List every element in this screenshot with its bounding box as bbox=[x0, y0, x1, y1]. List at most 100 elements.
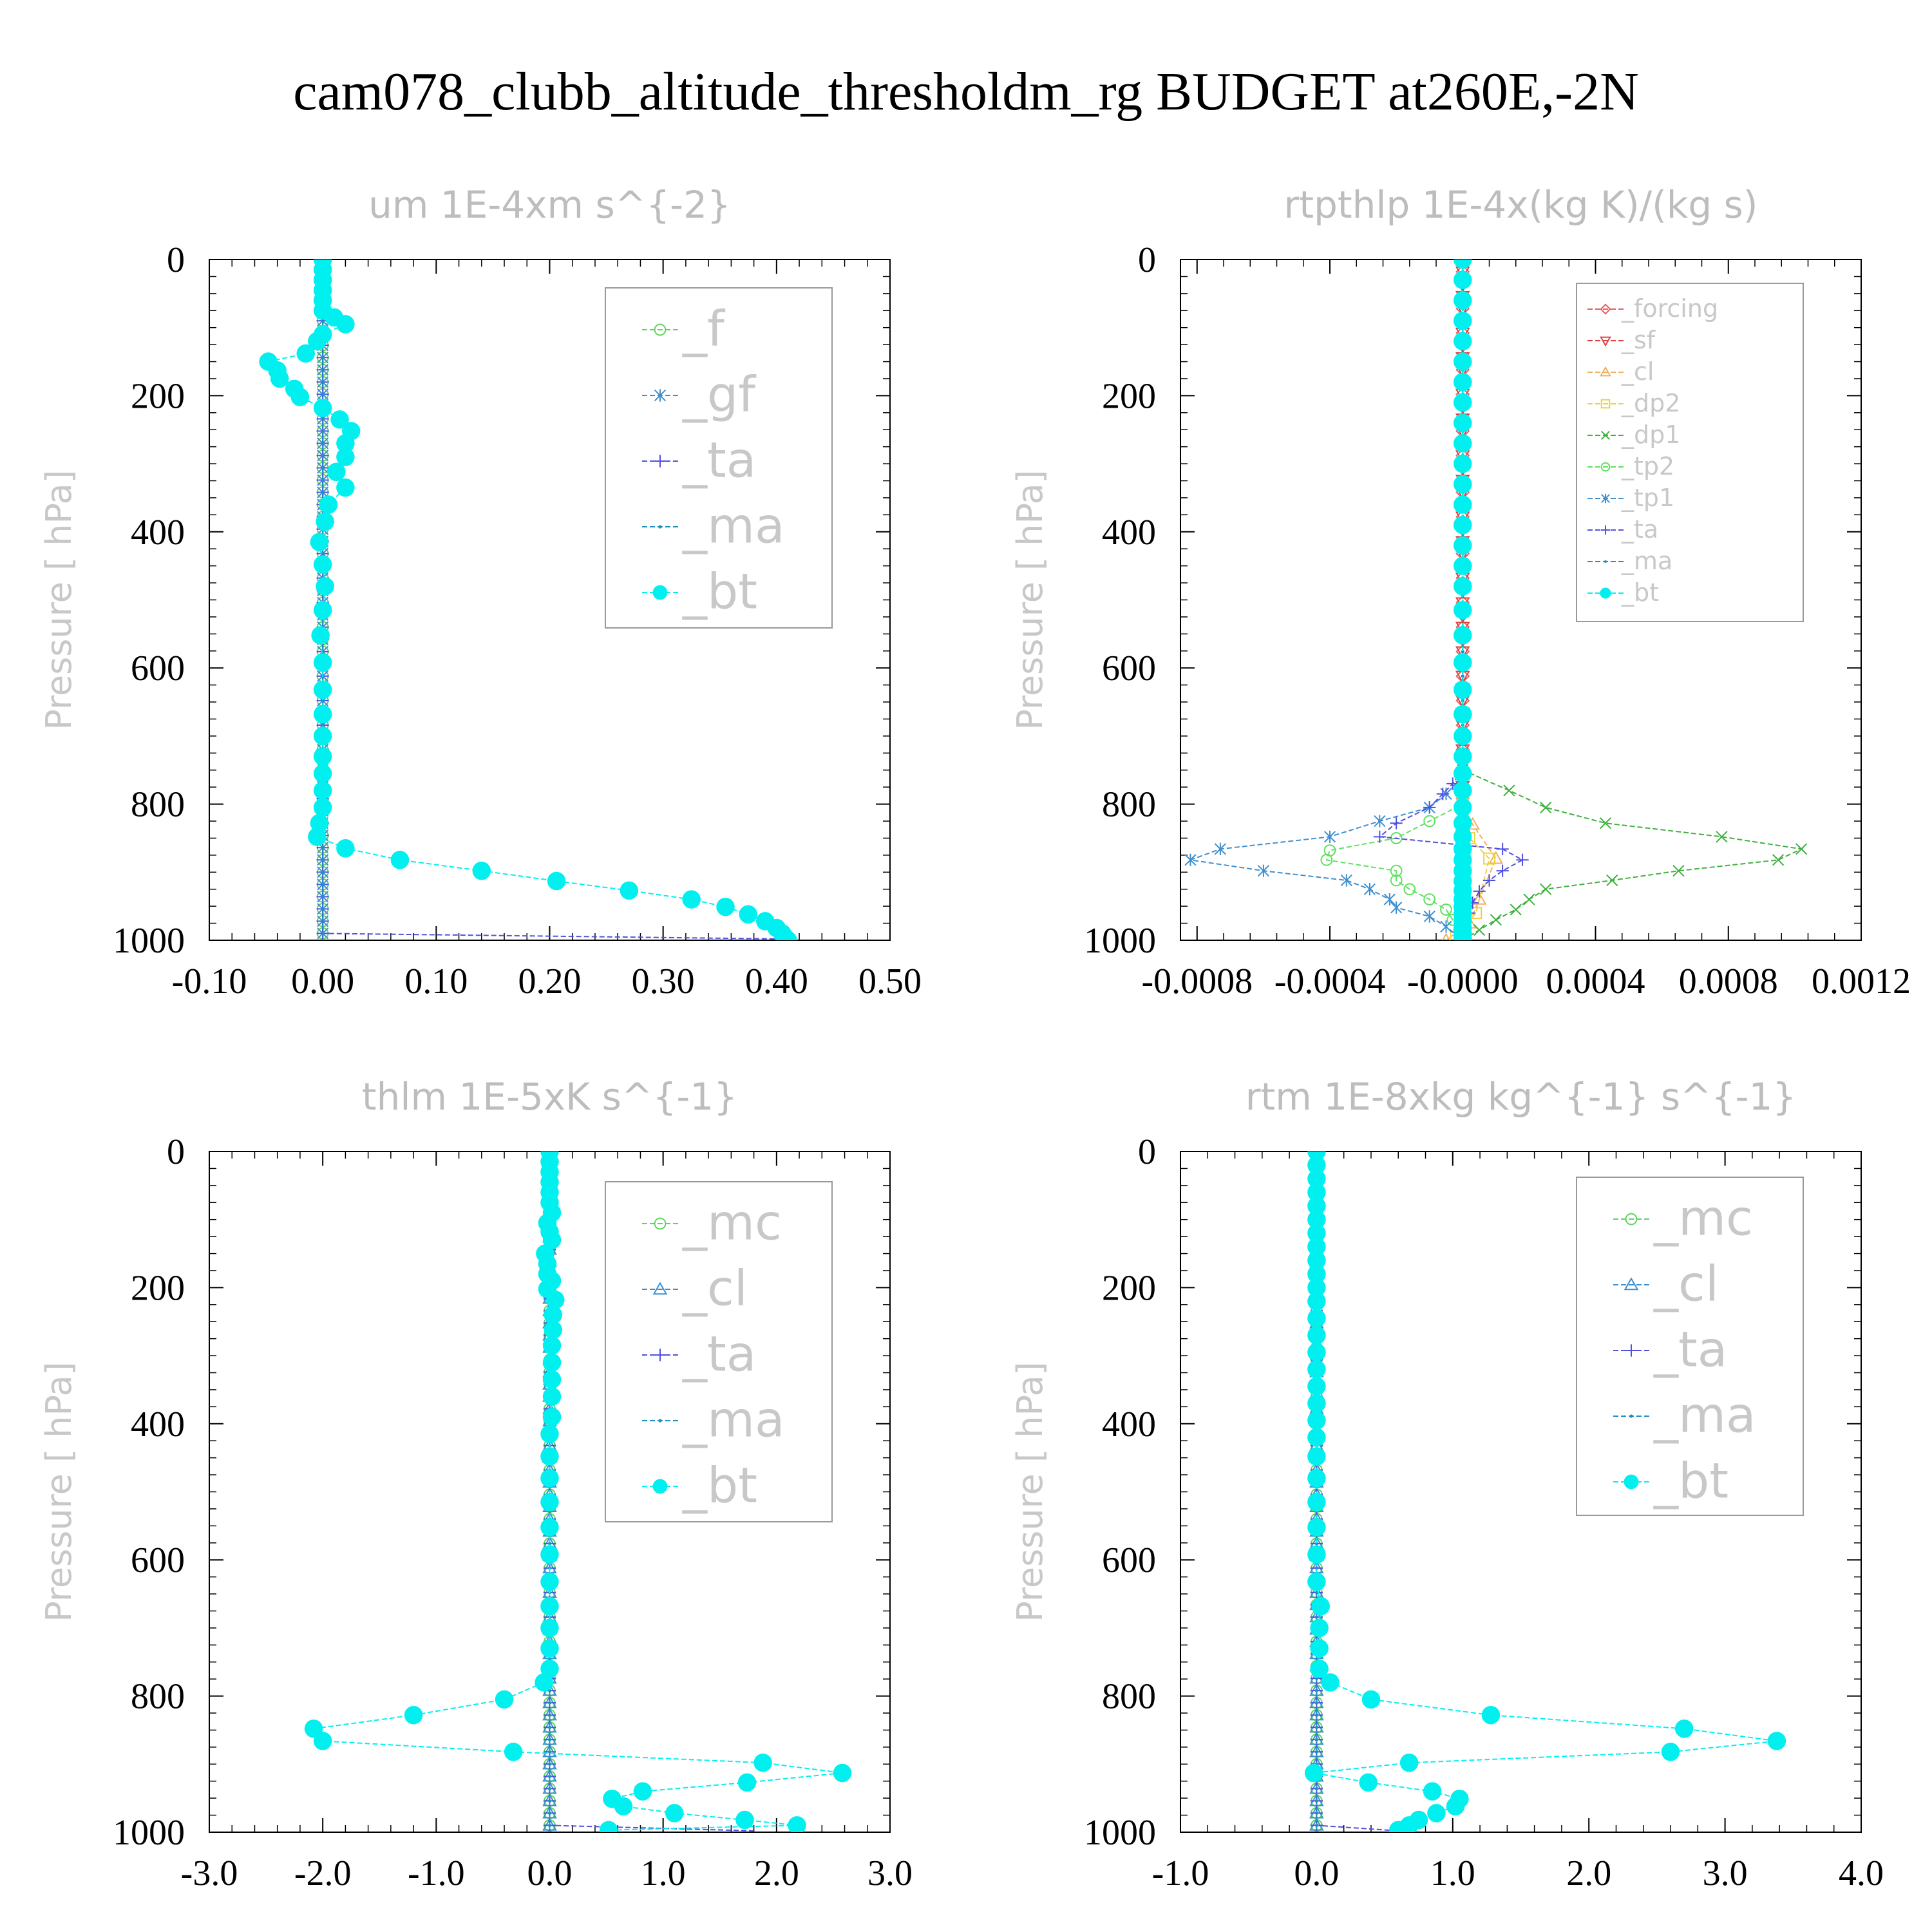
data-point-ma bbox=[1314, 1591, 1319, 1595]
data-point-ma bbox=[321, 355, 325, 359]
data-point-bt bbox=[1454, 373, 1472, 392]
data-point-dp1 bbox=[1672, 865, 1685, 877]
data-point-bt bbox=[1454, 454, 1472, 473]
data-point-tp1 bbox=[1323, 830, 1336, 843]
data-point-ma bbox=[547, 1701, 552, 1705]
legend-label: _dp1 bbox=[1621, 421, 1680, 449]
data-point-ma bbox=[1314, 1713, 1319, 1717]
series-line-bt bbox=[312, 1151, 843, 1831]
x-tick-label: 0.10 bbox=[404, 961, 468, 1001]
y-tick-label: 1000 bbox=[1084, 1813, 1156, 1853]
data-point-ma bbox=[547, 1542, 552, 1546]
series-line-tp2 bbox=[1325, 260, 1464, 940]
chart-panel-1: um 1E-4xm s^{-2} Pressure [ hPa] 0 200 400 60… bbox=[39, 183, 922, 1001]
x-tick-label: 0.20 bbox=[518, 961, 582, 1001]
data-point-bt bbox=[310, 533, 329, 551]
series-line-ta bbox=[1316, 1151, 1399, 1832]
x-tick-label: 2.0 bbox=[754, 1853, 799, 1893]
legend-item-dp2: _dp2 bbox=[1587, 389, 1680, 417]
data-point-ma bbox=[1314, 1823, 1319, 1828]
data-point-bt bbox=[313, 653, 332, 672]
plot-area bbox=[304, 1151, 852, 1832]
series-bt bbox=[259, 260, 797, 940]
x-tick-label: 0.00 bbox=[291, 961, 354, 1001]
data-point-tp2 bbox=[1403, 883, 1416, 896]
panels-group: um 1E-4xm s^{-2} Pressure [ hPa] 0 200 400 60… bbox=[39, 183, 1911, 1893]
data-point-bt bbox=[716, 897, 735, 916]
data-point-ma bbox=[547, 1811, 552, 1815]
data-point-tp1 bbox=[1257, 864, 1270, 877]
data-point-bt bbox=[1454, 577, 1472, 596]
legend-marker bbox=[1600, 525, 1611, 535]
data-point-tp1 bbox=[1363, 883, 1376, 896]
y-tick-label: 600 bbox=[131, 649, 185, 688]
y-tick-label: 1000 bbox=[1084, 921, 1156, 961]
data-point-ma bbox=[547, 1762, 552, 1766]
data-point-bt bbox=[1307, 1572, 1326, 1591]
data-point-bt bbox=[1307, 1411, 1326, 1430]
data-point-bt bbox=[1307, 1155, 1326, 1175]
data-point-tp1 bbox=[1214, 842, 1226, 855]
data-point-bt bbox=[1307, 1183, 1326, 1202]
data-point-tp2 bbox=[1320, 853, 1333, 866]
legend: _mc _cl _ta _ma _bt bbox=[605, 1181, 833, 1522]
data-point-bt bbox=[1454, 270, 1472, 289]
data-point-dp1 bbox=[1772, 854, 1785, 866]
data-point-bt bbox=[336, 434, 355, 453]
y-tick-label: 400 bbox=[131, 513, 185, 553]
data-point-bt bbox=[316, 512, 334, 531]
data-point-ma bbox=[547, 1738, 552, 1741]
data-point-bt bbox=[540, 1572, 559, 1591]
data-point-bt bbox=[1454, 601, 1472, 620]
data-point-bt bbox=[1307, 1309, 1326, 1328]
legend-item-mc: _mc bbox=[1613, 1189, 1753, 1246]
data-point-ma bbox=[321, 931, 325, 936]
legend-label: _ta bbox=[1653, 1320, 1727, 1378]
data-point-bt bbox=[313, 798, 332, 817]
data-point-dp1 bbox=[1599, 817, 1612, 829]
y-tick-label: 600 bbox=[1102, 649, 1156, 688]
data-point-bt bbox=[1454, 475, 1472, 494]
data-point-bt bbox=[1310, 1660, 1329, 1678]
data-point-bt bbox=[542, 1336, 562, 1355]
legend-label: _forcing bbox=[1621, 294, 1718, 323]
x-tick-label: -1.0 bbox=[408, 1853, 465, 1893]
legend-marker bbox=[652, 1479, 668, 1494]
x-tick-label: 1.0 bbox=[1430, 1853, 1475, 1893]
legend-box bbox=[1576, 283, 1804, 622]
legend-label: _ta bbox=[682, 1325, 756, 1382]
data-point-bt bbox=[313, 726, 332, 746]
data-point-bt bbox=[1307, 1237, 1326, 1256]
data-point-bt bbox=[540, 1493, 559, 1511]
legend-marker bbox=[1600, 366, 1611, 377]
x-tick-label: -1.0 bbox=[1152, 1853, 1209, 1893]
y-tick-label: 600 bbox=[1102, 1540, 1156, 1580]
data-point-bt bbox=[788, 1816, 806, 1832]
plot-area bbox=[259, 260, 797, 940]
legend-label: _bt bbox=[682, 1456, 757, 1513]
data-point-cl bbox=[1441, 933, 1451, 940]
data-point-bt bbox=[540, 1596, 559, 1616]
data-point-ma bbox=[1314, 1566, 1319, 1570]
legend-item-bt: _bt bbox=[642, 1456, 757, 1513]
data-point-bt bbox=[1307, 1292, 1326, 1311]
x-tick-label: 0.40 bbox=[745, 961, 808, 1001]
chart-panel-3: thlm 1E-5xK s^{-1} Pressure [ hPa] 0 200 400… bbox=[39, 1075, 913, 1893]
legend-item-bt: _bt bbox=[1613, 1452, 1728, 1509]
series-bt bbox=[1454, 260, 1472, 940]
data-point-tp1 bbox=[1184, 853, 1197, 866]
data-point-bt bbox=[1454, 680, 1472, 699]
data-point-bt bbox=[1307, 1469, 1326, 1488]
data-point-bt bbox=[542, 1231, 562, 1249]
data-point-bt bbox=[1307, 1343, 1326, 1362]
series-line-dp2 bbox=[1455, 260, 1490, 938]
legend-marker bbox=[654, 323, 667, 336]
data-point-bt bbox=[1427, 1804, 1446, 1823]
x-tick-label: 2.0 bbox=[1566, 1853, 1611, 1893]
y-tick-label: 200 bbox=[1102, 376, 1156, 416]
legend-marker bbox=[658, 1419, 662, 1423]
data-point-bt bbox=[542, 1387, 562, 1406]
data-point-dp2 bbox=[1483, 852, 1495, 865]
data-point-tp1 bbox=[1390, 901, 1403, 914]
data-point-tp1 bbox=[1423, 910, 1435, 923]
